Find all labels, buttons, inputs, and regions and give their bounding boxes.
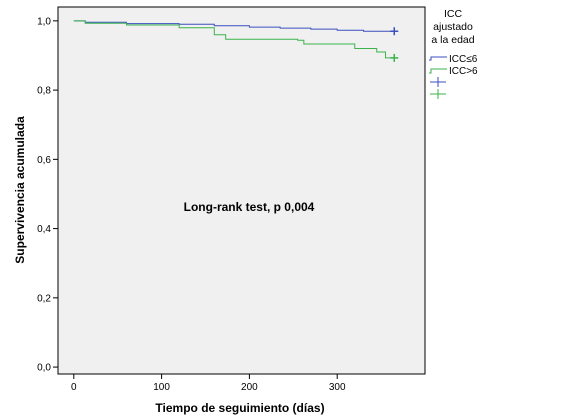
plot-area xyxy=(57,6,426,375)
series-line-2 xyxy=(73,20,395,59)
series-line-1 xyxy=(73,20,395,32)
annotation-text: Long-rank test, p 0,004 xyxy=(184,200,315,214)
legend-title-line-1: ICC xyxy=(444,8,463,20)
legend-label-series-2: ICC>6 xyxy=(449,66,478,77)
legend-title-line-2: ajustado xyxy=(433,21,473,33)
x-tick-label: 100 xyxy=(153,382,170,393)
x-tick-label: 0 xyxy=(71,382,77,393)
y-tick-label: 0,6 xyxy=(37,155,51,166)
legend-censor-marker-series-1 xyxy=(430,77,446,87)
legend-swatch-series-1 xyxy=(429,56,447,61)
y-tick-label: 1,0 xyxy=(37,16,51,27)
series-layer xyxy=(73,20,399,62)
x-tick-label: 300 xyxy=(329,382,346,393)
legend-title-line-3: a la edad xyxy=(431,34,474,46)
censor-marker-series-1 xyxy=(390,27,399,36)
x-axis-title: Tiempo de seguimiento (días) xyxy=(155,401,324,415)
y-tick-label: 0,8 xyxy=(37,86,51,97)
y-axis-title: Supervivencia acumulada xyxy=(13,116,27,264)
y-tick-label: 0,0 xyxy=(37,363,51,374)
legend-label-series-1: ICC≤6 xyxy=(449,54,478,65)
x-tick-label: 200 xyxy=(241,382,258,393)
x-axis: 0 100 200 300 xyxy=(71,374,346,393)
y-tick-label: 0,2 xyxy=(37,293,51,304)
legend-censor-marker-series-2 xyxy=(430,89,446,99)
censor-marker-series-2 xyxy=(390,53,399,62)
y-tick-label: 0,4 xyxy=(37,224,51,235)
legend: ICC ajustado a la edad ICC≤6 ICC>6 xyxy=(429,8,478,99)
y-axis: 0,0 0,2 0,4 0,6 0,8 1,0 xyxy=(37,16,58,374)
legend-swatch-series-2 xyxy=(429,68,447,74)
